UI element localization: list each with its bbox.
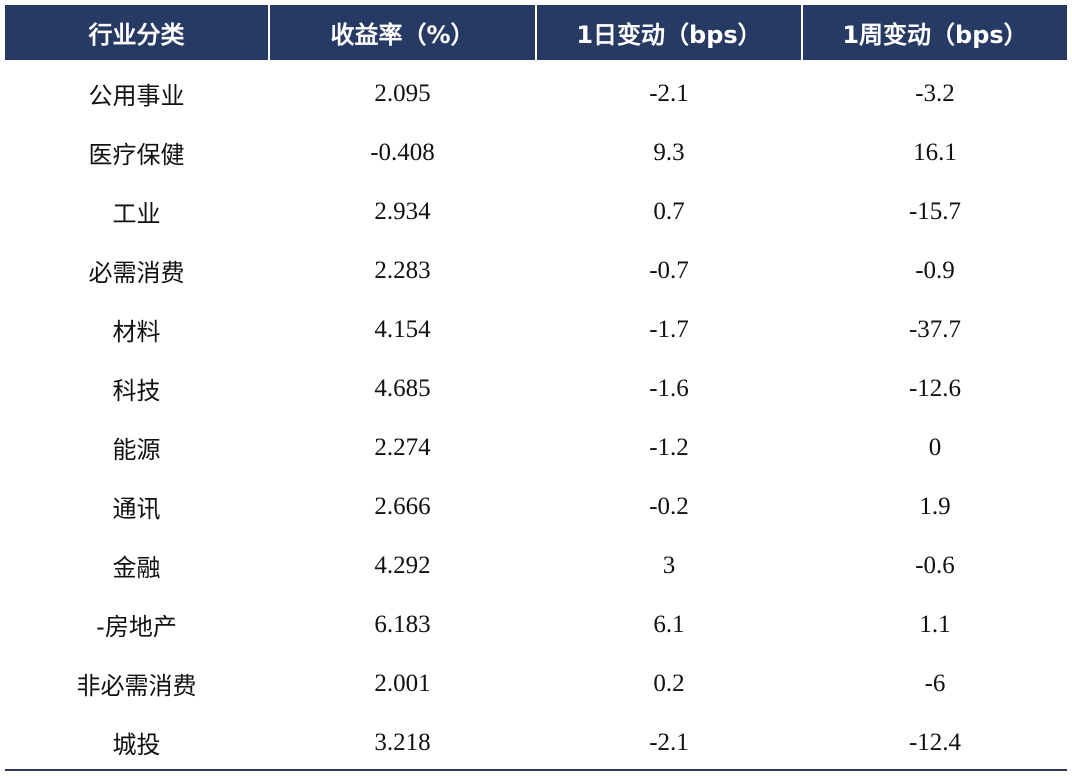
cell: 0.7 (653, 197, 685, 225)
row-label: 通讯 (112, 495, 161, 523)
cell: -15.7 (908, 197, 962, 225)
cell: 2.283 (374, 256, 431, 284)
cell: -12.4 (908, 728, 962, 756)
row-label: 公用事业 (88, 82, 185, 110)
row-label: 必需消费 (88, 259, 185, 287)
cell: -2.1 (649, 79, 689, 107)
cell: -1.6 (649, 374, 689, 402)
cell: -3.2 (915, 79, 955, 107)
cell: 1.9 (919, 492, 951, 520)
row-label: -房地产 (96, 613, 177, 641)
header-cell: 行业分类 (5, 5, 268, 60)
cell: 0 (928, 433, 942, 461)
row-label: 材料 (112, 318, 161, 346)
cell: 3 (662, 551, 676, 579)
cell: 3.218 (374, 728, 431, 756)
cell: 6.183 (374, 610, 431, 638)
header-cell: 1日变动（bps） (537, 5, 801, 60)
cell: 4.685 (374, 374, 431, 402)
cell: 9.3 (653, 138, 685, 166)
row-label: 能源 (112, 436, 161, 464)
cell: 0.2 (653, 669, 685, 697)
cell: 1.1 (919, 610, 951, 638)
cell: 2.001 (374, 669, 431, 697)
cell: -0.7 (649, 256, 689, 284)
cell: 2.666 (374, 492, 431, 520)
table: 行业分类 收益率（%） 1日变动（bps） 1周变动（bps） 公用事业 2.095 -2.… (5, 5, 1067, 772)
cell: -12.6 (908, 374, 962, 402)
cell: -1.7 (649, 315, 689, 343)
cell: 4.292 (374, 551, 431, 579)
bottom-rule (5, 769, 1067, 771)
cell: -2.1 (649, 728, 689, 756)
header-cell: 收益率（%） (270, 5, 535, 60)
row-label: 金融 (112, 554, 161, 582)
cell: -0.408 (370, 138, 435, 166)
cell: 2.274 (374, 433, 431, 461)
header-cell: 1周变动（bps） (803, 5, 1067, 60)
cell: 4.154 (374, 315, 431, 343)
row-label: 城投 (112, 731, 161, 759)
row-label: 非必需消费 (76, 672, 197, 700)
row-label: 工业 (112, 200, 161, 228)
cell: -6 (924, 669, 946, 697)
row-label: 科技 (112, 377, 161, 405)
cell: -1.2 (649, 433, 689, 461)
cell: 6.1 (653, 610, 685, 638)
cell: 2.095 (374, 79, 431, 107)
cell: -0.2 (649, 492, 689, 520)
cell: -0.9 (915, 256, 955, 284)
cell: -37.7 (908, 315, 962, 343)
cell: 16.1 (913, 138, 957, 166)
row-label: 医疗保健 (88, 141, 185, 169)
cell: 2.934 (374, 197, 431, 225)
cell: -0.6 (915, 551, 955, 579)
